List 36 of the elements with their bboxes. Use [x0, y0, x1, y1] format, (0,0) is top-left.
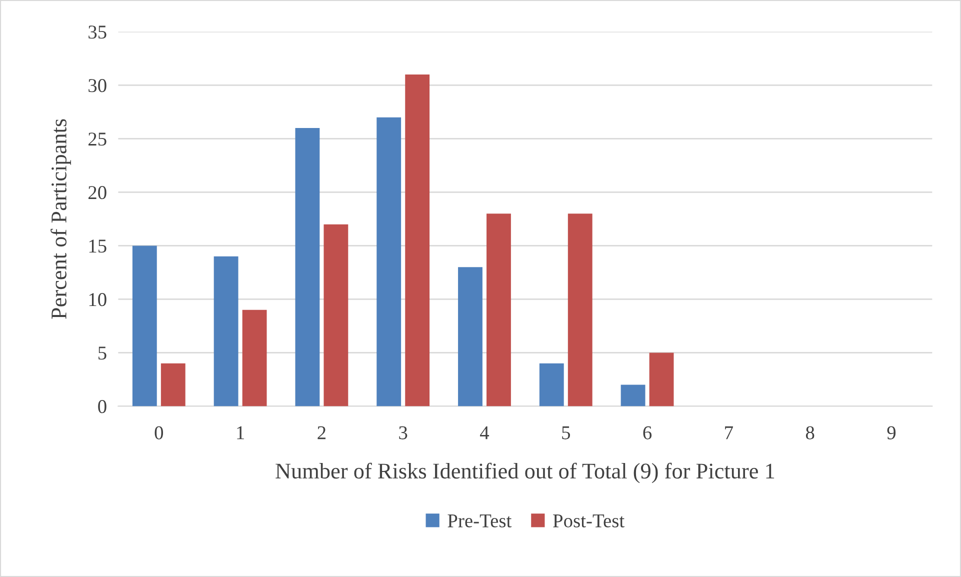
bar [649, 352, 674, 406]
y-tick-label: 5 [98, 346, 106, 360]
y-tick-label: 30 [88, 79, 106, 92]
x-tick-label: 6 [643, 426, 652, 440]
bar [324, 224, 348, 406]
bar [242, 310, 267, 406]
bar [214, 256, 238, 406]
bar [620, 384, 646, 406]
legend-label: Post-Test [553, 514, 624, 528]
y-tick-label: 10 [89, 293, 106, 306]
bar [539, 363, 564, 406]
bar [295, 128, 320, 406]
bar [486, 214, 511, 406]
x-tick-label: 3 [399, 426, 408, 440]
bar [376, 117, 402, 406]
legend-label: Pre-Test [448, 514, 512, 528]
y-tick-label: 25 [88, 132, 106, 146]
x-tick-label: 1 [237, 426, 244, 440]
x-tick-label: 2 [318, 426, 326, 440]
bar [405, 74, 430, 406]
x-tick-label: 4 [480, 426, 490, 440]
x-tick-label: 0 [154, 426, 164, 440]
x-tick-label: 9 [887, 426, 896, 440]
bar [568, 214, 592, 406]
y-tick-label: 15 [89, 240, 106, 253]
x-tick-label: 7 [725, 426, 733, 440]
bar [132, 246, 157, 406]
x-tick-label: 5 [562, 426, 570, 440]
bar [160, 363, 186, 406]
y-tick-label: 20 [88, 186, 106, 200]
x-axis-title: Number of Risks Identified out of Total (9) for Picture 1 [276, 462, 774, 484]
y-tick-label: 35 [88, 26, 106, 39]
bar [458, 267, 482, 406]
y-axis-title: Percent of Participants [50, 119, 71, 319]
y-tick-label: 0 [98, 400, 106, 414]
x-tick-label: 8 [806, 426, 814, 440]
